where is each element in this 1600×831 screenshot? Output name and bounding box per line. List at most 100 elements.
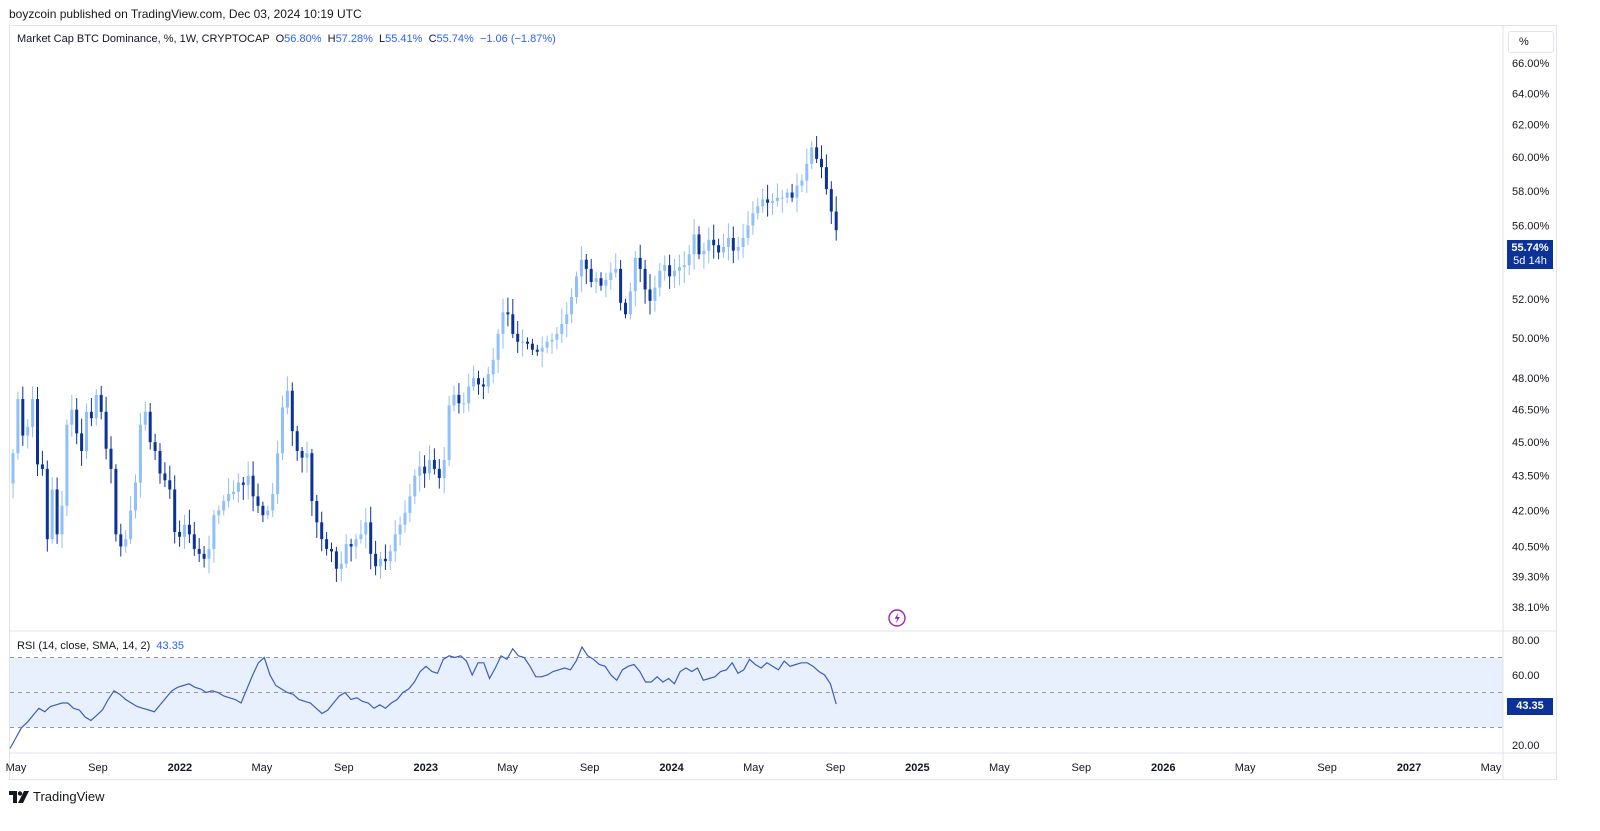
candle bbox=[726, 223, 730, 261]
price-tick-label: 48.00% bbox=[1512, 373, 1550, 385]
price-tick-label: 45.00% bbox=[1512, 437, 1550, 449]
candle bbox=[790, 183, 794, 202]
candle bbox=[702, 242, 706, 269]
candle bbox=[138, 412, 142, 498]
price-tick-label: 42.00% bbox=[1512, 505, 1550, 517]
candle bbox=[428, 445, 431, 480]
time-tick-label: 2023 bbox=[413, 762, 437, 774]
price-tick-label: 66.00% bbox=[1512, 58, 1550, 70]
candle bbox=[736, 236, 740, 260]
rsi-line bbox=[9, 645, 837, 749]
candle bbox=[359, 519, 363, 544]
candle bbox=[173, 475, 177, 544]
candle bbox=[756, 197, 760, 220]
last-price-tag: 55.74% 5d 14h bbox=[1507, 240, 1553, 269]
price-tick-label: 64.00% bbox=[1512, 88, 1550, 100]
price-tick-label: 40.50% bbox=[1512, 541, 1550, 553]
time-tick-label: May bbox=[497, 762, 518, 774]
candle bbox=[75, 398, 79, 445]
candle bbox=[222, 495, 226, 516]
candle bbox=[334, 546, 338, 582]
candle bbox=[526, 337, 529, 350]
rsi-tick-label: 80.00 bbox=[1512, 635, 1540, 647]
candle bbox=[472, 365, 476, 391]
candle bbox=[682, 251, 686, 283]
candle bbox=[339, 551, 343, 582]
candle bbox=[36, 387, 39, 476]
tradingview-brand[interactable]: TradingView bbox=[9, 789, 105, 804]
candle bbox=[575, 271, 578, 304]
time-tick-label: Sep bbox=[88, 762, 108, 774]
candle bbox=[178, 520, 182, 547]
candle bbox=[374, 540, 378, 576]
candle bbox=[829, 181, 833, 225]
price-tick-label: 56.00% bbox=[1512, 221, 1550, 233]
candle bbox=[104, 396, 108, 460]
legend-change: −1.06 (−1.87%) bbox=[479, 33, 556, 45]
lightning-icon[interactable] bbox=[888, 609, 906, 627]
time-tick-label: Sep bbox=[580, 762, 600, 774]
candle bbox=[766, 184, 770, 217]
price-tick-label: 52.00% bbox=[1512, 294, 1550, 306]
tradingview-logo-icon bbox=[9, 790, 29, 803]
candle bbox=[731, 226, 735, 264]
candle bbox=[320, 511, 324, 552]
candle bbox=[241, 476, 245, 500]
time-tick-label: May bbox=[6, 762, 27, 774]
price-tick-label: 39.30% bbox=[1512, 571, 1550, 583]
last-price-value: 55.74% bbox=[1511, 242, 1549, 254]
candle bbox=[290, 382, 294, 446]
candle bbox=[741, 223, 745, 258]
rsi-band-lines bbox=[10, 657, 1503, 728]
candle bbox=[677, 254, 681, 286]
candle bbox=[638, 244, 642, 283]
candle bbox=[594, 271, 598, 294]
candle bbox=[530, 338, 534, 356]
candle bbox=[281, 395, 284, 461]
candle bbox=[486, 366, 490, 394]
candle bbox=[192, 522, 196, 556]
candle bbox=[99, 385, 103, 420]
time-tick-label: 2022 bbox=[168, 762, 192, 774]
candle bbox=[668, 254, 672, 289]
rsi-legend-value: 43.35 bbox=[156, 640, 184, 652]
rsi-tick-label: 20.00 bbox=[1512, 740, 1540, 752]
candle bbox=[423, 455, 427, 488]
candle bbox=[212, 509, 216, 563]
time-tick-label: 2024 bbox=[659, 762, 684, 774]
candle bbox=[785, 188, 789, 204]
candle bbox=[722, 233, 725, 258]
time-tick-label: 2026 bbox=[1151, 762, 1175, 774]
candle bbox=[344, 534, 348, 569]
candle bbox=[589, 258, 593, 288]
candle bbox=[143, 401, 147, 431]
candle bbox=[330, 542, 333, 563]
candle bbox=[437, 459, 441, 489]
candle bbox=[604, 272, 608, 298]
candle bbox=[506, 297, 510, 327]
candle bbox=[369, 506, 373, 570]
legend-close: 55.74% bbox=[436, 33, 474, 45]
percent-scale-button[interactable]: % bbox=[1508, 31, 1554, 53]
candle bbox=[775, 183, 779, 207]
candle bbox=[805, 148, 809, 193]
candle bbox=[45, 460, 49, 552]
candle bbox=[227, 478, 231, 508]
candle bbox=[511, 299, 515, 339]
candle bbox=[148, 403, 152, 450]
legend-l-label: L bbox=[379, 33, 386, 45]
candle bbox=[697, 226, 701, 260]
candle bbox=[119, 523, 123, 557]
candle bbox=[305, 441, 309, 473]
candle bbox=[403, 500, 407, 533]
candle bbox=[256, 483, 260, 514]
candle bbox=[746, 211, 750, 246]
price-tick-label: 50.00% bbox=[1512, 333, 1550, 345]
candle bbox=[202, 545, 206, 568]
candle bbox=[653, 275, 657, 312]
candle bbox=[658, 262, 662, 297]
candle bbox=[251, 461, 255, 512]
price-tick-label: 60.00% bbox=[1512, 152, 1550, 164]
candle bbox=[824, 154, 828, 195]
